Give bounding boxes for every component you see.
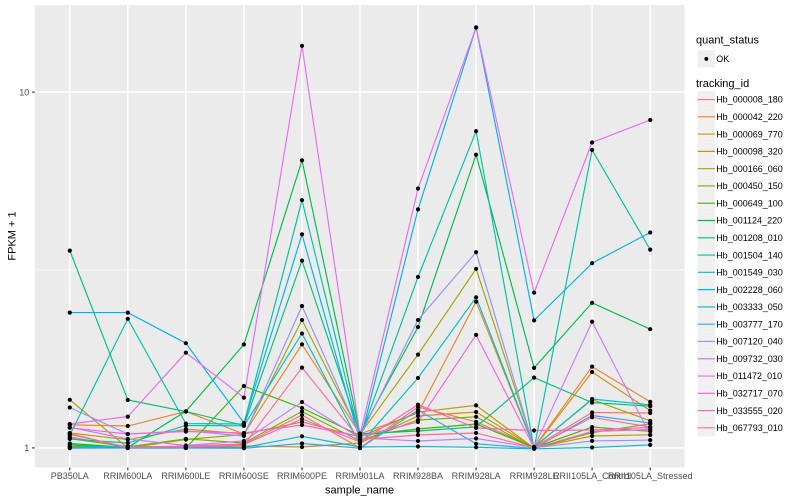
svg-text:Hb_009732_030: Hb_009732_030 xyxy=(716,354,783,364)
svg-text:Hb_000098_320: Hb_000098_320 xyxy=(716,147,783,157)
svg-text:RRIM600LA: RRIM600LA xyxy=(103,471,152,481)
svg-text:Hb_001124_220: Hb_001124_220 xyxy=(716,216,782,226)
svg-text:RRIM928LA: RRIM928LA xyxy=(452,471,501,481)
svg-text:Hb_011472_010: Hb_011472_010 xyxy=(716,371,782,381)
svg-text:Hb_000166_060: Hb_000166_060 xyxy=(716,164,783,174)
svg-text:Hb_003333_050: Hb_003333_050 xyxy=(716,302,783,312)
svg-text:Hb_000649_100: Hb_000649_100 xyxy=(716,198,783,208)
svg-text:FPKM + 1: FPKM + 1 xyxy=(7,211,19,260)
svg-text:RRIM928LE: RRIM928LE xyxy=(510,471,559,481)
svg-text:quant_status: quant_status xyxy=(696,35,759,47)
svg-text:RRIM600SE: RRIM600SE xyxy=(219,471,269,481)
svg-text:Hb_067793_010: Hb_067793_010 xyxy=(716,423,783,433)
svg-text:RRII105LA_Control: RRII105LA_Control xyxy=(553,471,631,481)
svg-text:Hb_000008_180: Hb_000008_180 xyxy=(716,95,783,105)
svg-text:10: 10 xyxy=(19,87,29,97)
svg-text:RRIM928BA: RRIM928BA xyxy=(393,471,443,481)
svg-text:RRII105LA_Stressed: RRII105LA_Stressed xyxy=(608,471,693,481)
svg-text:OK: OK xyxy=(716,54,729,64)
svg-text:PB350LA: PB350LA xyxy=(51,471,89,481)
svg-text:Hb_033555_020: Hb_033555_020 xyxy=(716,406,783,416)
svg-text:Hb_032717_070: Hb_032717_070 xyxy=(716,389,783,399)
svg-text:RRIM600PE: RRIM600PE xyxy=(277,471,327,481)
svg-text:Hb_001549_030: Hb_001549_030 xyxy=(716,268,783,278)
svg-text:Hb_001504_140: Hb_001504_140 xyxy=(716,250,783,260)
svg-text:Hb_000042_220: Hb_000042_220 xyxy=(716,112,783,122)
svg-text:RRIM600LE: RRIM600LE xyxy=(161,471,210,481)
svg-text:sample_name: sample_name xyxy=(325,485,394,497)
svg-text:1: 1 xyxy=(24,443,29,453)
svg-text:RRIM901LA: RRIM901LA xyxy=(335,471,384,481)
svg-text:tracking_id: tracking_id xyxy=(696,78,749,90)
svg-text:Hb_000450_150: Hb_000450_150 xyxy=(716,181,783,191)
svg-text:Hb_007120_040: Hb_007120_040 xyxy=(716,337,783,347)
svg-text:Hb_003777_170: Hb_003777_170 xyxy=(716,319,783,329)
svg-text:Hb_000069_770: Hb_000069_770 xyxy=(716,129,783,139)
svg-text:Hb_001208_010: Hb_001208_010 xyxy=(716,233,783,243)
svg-text:Hb_002228_060: Hb_002228_060 xyxy=(716,285,783,295)
